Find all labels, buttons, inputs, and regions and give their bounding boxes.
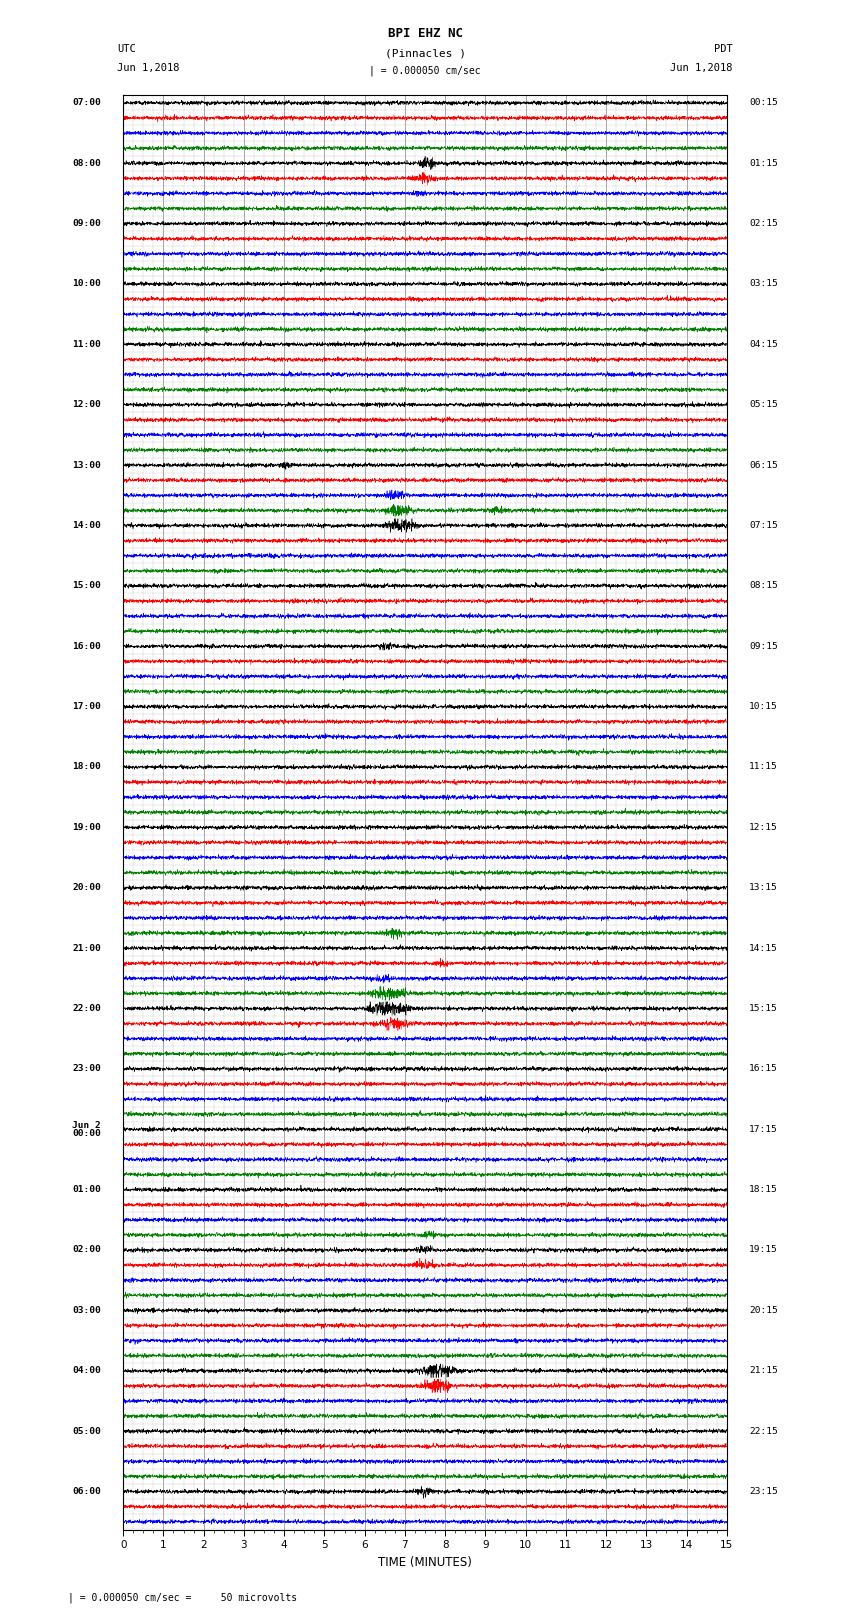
Text: 10:15: 10:15 (749, 702, 778, 711)
Text: 09:00: 09:00 (72, 219, 101, 227)
Text: 07:15: 07:15 (749, 521, 778, 531)
Text: 18:15: 18:15 (749, 1186, 778, 1194)
Text: 02:15: 02:15 (749, 219, 778, 227)
Text: 18:00: 18:00 (72, 763, 101, 771)
Text: 04:00: 04:00 (72, 1366, 101, 1376)
Text: 13:00: 13:00 (72, 461, 101, 469)
Text: 20:00: 20:00 (72, 884, 101, 892)
Text: | = 0.000050 cm/sec =     50 microvolts: | = 0.000050 cm/sec = 50 microvolts (68, 1592, 298, 1603)
Text: 17:15: 17:15 (749, 1124, 778, 1134)
Text: 19:00: 19:00 (72, 823, 101, 832)
Text: 15:00: 15:00 (72, 581, 101, 590)
Text: 12:15: 12:15 (749, 823, 778, 832)
Text: 13:15: 13:15 (749, 884, 778, 892)
Text: 08:00: 08:00 (72, 158, 101, 168)
Text: 00:15: 00:15 (749, 98, 778, 108)
Text: 21:15: 21:15 (749, 1366, 778, 1376)
Text: 23:00: 23:00 (72, 1065, 101, 1073)
Text: 01:15: 01:15 (749, 158, 778, 168)
Text: 23:15: 23:15 (749, 1487, 778, 1495)
Text: 10:00: 10:00 (72, 279, 101, 289)
Text: 06:15: 06:15 (749, 461, 778, 469)
Text: 14:15: 14:15 (749, 944, 778, 953)
Text: 04:15: 04:15 (749, 340, 778, 348)
Text: Jun 2: Jun 2 (72, 1121, 101, 1131)
Text: 16:15: 16:15 (749, 1065, 778, 1073)
Text: PDT: PDT (714, 45, 733, 55)
Text: Jun 1,2018: Jun 1,2018 (117, 63, 179, 73)
Text: Jun 1,2018: Jun 1,2018 (671, 63, 733, 73)
Text: 06:00: 06:00 (72, 1487, 101, 1495)
Text: (Pinnacles ): (Pinnacles ) (384, 48, 466, 58)
Text: 05:15: 05:15 (749, 400, 778, 410)
Text: 03:00: 03:00 (72, 1307, 101, 1315)
Text: 15:15: 15:15 (749, 1003, 778, 1013)
Text: 21:00: 21:00 (72, 944, 101, 953)
Text: 12:00: 12:00 (72, 400, 101, 410)
Text: BPI EHZ NC: BPI EHZ NC (388, 27, 462, 40)
Text: 01:00: 01:00 (72, 1186, 101, 1194)
Text: 19:15: 19:15 (749, 1245, 778, 1255)
Text: UTC: UTC (117, 45, 136, 55)
Text: | = 0.000050 cm/sec: | = 0.000050 cm/sec (369, 66, 481, 76)
Text: 07:00: 07:00 (72, 98, 101, 108)
Text: 05:00: 05:00 (72, 1426, 101, 1436)
Text: 08:15: 08:15 (749, 581, 778, 590)
Text: 03:15: 03:15 (749, 279, 778, 289)
Text: 14:00: 14:00 (72, 521, 101, 531)
Text: 22:00: 22:00 (72, 1003, 101, 1013)
Text: 11:15: 11:15 (749, 763, 778, 771)
Text: 00:00: 00:00 (72, 1129, 101, 1137)
Text: 02:00: 02:00 (72, 1245, 101, 1255)
X-axis label: TIME (MINUTES): TIME (MINUTES) (378, 1557, 472, 1569)
Text: 09:15: 09:15 (749, 642, 778, 650)
Text: 22:15: 22:15 (749, 1426, 778, 1436)
Text: 11:00: 11:00 (72, 340, 101, 348)
Text: 20:15: 20:15 (749, 1307, 778, 1315)
Text: 16:00: 16:00 (72, 642, 101, 650)
Text: 17:00: 17:00 (72, 702, 101, 711)
